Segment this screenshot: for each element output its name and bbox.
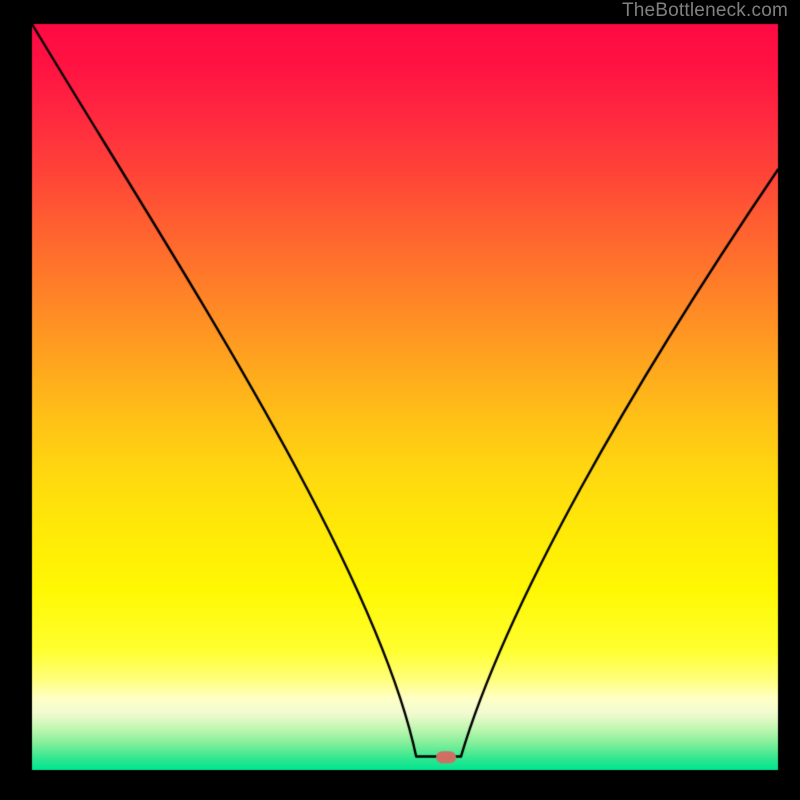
watermark-text: TheBottleneck.com: [622, 0, 788, 22]
chart-stage: TheBottleneck.com: [0, 0, 800, 800]
bottleneck-chart-canvas: [0, 0, 800, 800]
